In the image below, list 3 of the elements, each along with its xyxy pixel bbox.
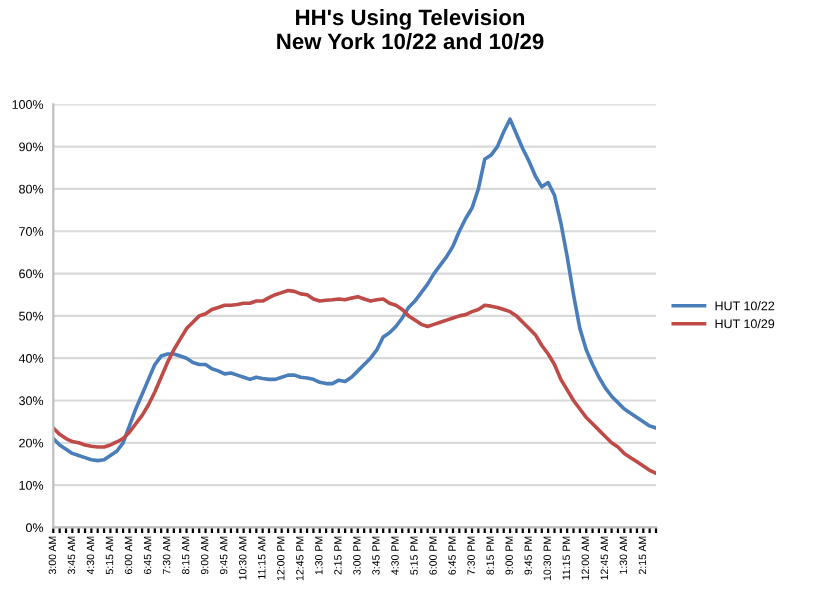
chart-title: HH's Using Television New York 10/22 and 10/29 <box>277 8 544 50</box>
line-series <box>53 288 656 476</box>
line-series <box>53 117 656 463</box>
